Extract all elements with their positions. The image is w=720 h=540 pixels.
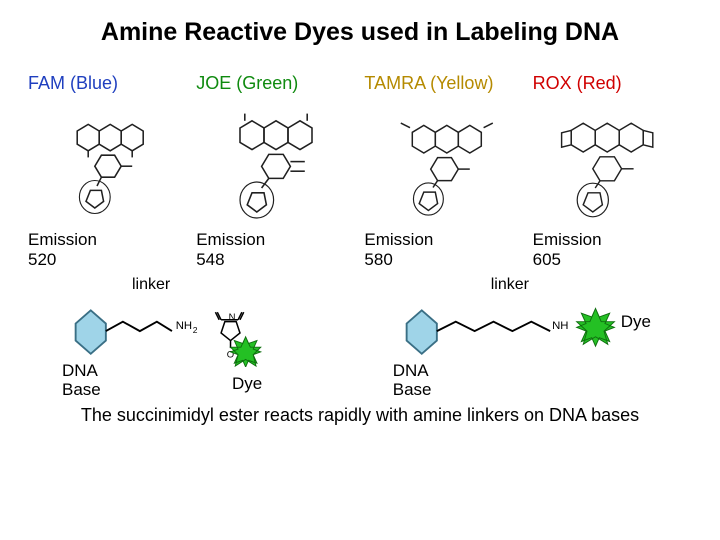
- reactant-svg: NH 2 N O: [42, 282, 347, 367]
- dye-col-fam: FAM (Blue): [28, 73, 187, 224]
- dye-label-right: Dye: [621, 312, 651, 332]
- emission-fam: Emission520: [28, 230, 187, 271]
- reaction-row: linker NH 2 N O DNABase Dye: [24, 281, 696, 401]
- hexagon-icon: [406, 310, 436, 353]
- dye-name-rox: ROX (Red): [533, 73, 622, 94]
- structure-tamra: [364, 104, 523, 224]
- dna-base-label-left: DNABase: [62, 361, 101, 400]
- nh2-text: NH: [176, 320, 192, 332]
- dye-col-joe: JOE (Green): [196, 73, 355, 224]
- dye-col-rox: ROX (Red): [533, 73, 692, 224]
- nh2-sub: 2: [193, 325, 198, 335]
- reactant-side: linker NH 2 N O DNABase Dye: [42, 282, 347, 400]
- dna-base-label-right: DNABase: [393, 361, 432, 400]
- emission-joe: Emission548: [196, 230, 355, 271]
- structure-fam: [28, 104, 187, 224]
- dye-name-fam: FAM (Blue): [28, 73, 118, 94]
- page-title: Amine Reactive Dyes used in Labeling DNA: [24, 18, 696, 47]
- dye-name-joe: JOE (Green): [196, 73, 298, 94]
- linker-line: [106, 321, 172, 330]
- linker-line: [437, 321, 550, 330]
- dye-label-left: Dye: [232, 374, 262, 394]
- star-icon: [576, 308, 614, 346]
- dye-header-row: FAM (Blue): [24, 73, 696, 224]
- linker-label-left: linker: [132, 276, 170, 294]
- dye-name-tamra: TAMRA (Yellow): [364, 73, 493, 94]
- nh-text: NH: [552, 320, 568, 332]
- footer-text: The succinimidyl ester reacts rapidly wi…: [24, 405, 696, 426]
- svg-text:N: N: [229, 312, 236, 323]
- emission-tamra: Emission580: [364, 230, 523, 271]
- emission-row: Emission520 Emission548 Emission580 Emis…: [24, 230, 696, 271]
- emission-rox: Emission605: [533, 230, 692, 271]
- hexagon-icon: [76, 310, 106, 353]
- structure-joe: [196, 104, 355, 224]
- dye-col-tamra: TAMRA (Yellow): [364, 73, 523, 224]
- structure-rox: [533, 104, 692, 224]
- product-side: linker NH DNABase Dye: [373, 282, 678, 400]
- star-icon: [231, 337, 261, 367]
- linker-label-right: linker: [491, 276, 529, 294]
